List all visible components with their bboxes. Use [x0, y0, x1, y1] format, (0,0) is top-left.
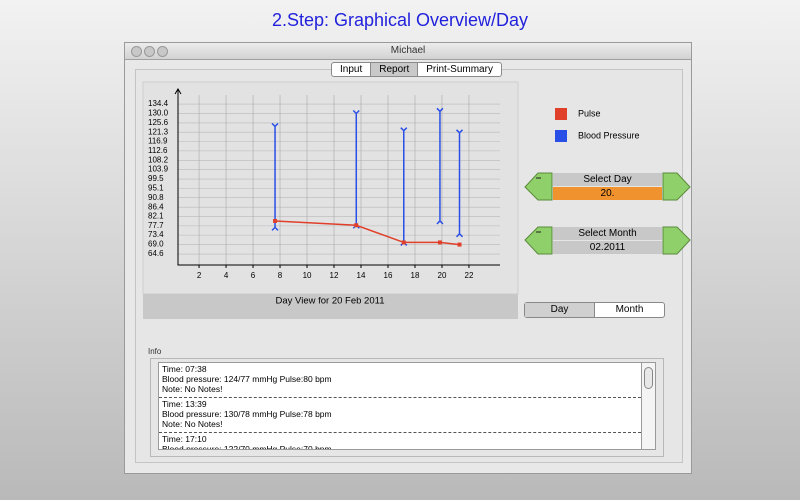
- info-label: Info: [148, 347, 162, 356]
- pulse-point: [457, 242, 462, 247]
- pressure-range: [455, 129, 464, 238]
- view-switch: Day Month: [524, 302, 665, 318]
- chart-caption: Day View for 20 Feb 2011: [276, 296, 385, 307]
- info-group: [150, 358, 664, 457]
- zoom-button[interactable]: [157, 46, 168, 57]
- close-button[interactable]: [131, 46, 142, 57]
- info-line: Time: 17:10: [162, 434, 207, 444]
- x-tick-label: 4: [224, 271, 229, 280]
- minimize-button[interactable]: [144, 46, 155, 57]
- scrollbar[interactable]: [641, 362, 656, 450]
- y-tick-label: 73.4: [148, 230, 164, 239]
- tab[interactable]: Print-Summary: [426, 64, 493, 75]
- next-day-button[interactable]: [662, 172, 691, 201]
- y-tick-label: 108.2: [148, 155, 169, 164]
- view-option[interactable]: Month: [615, 304, 644, 315]
- x-tick-label: 8: [278, 271, 283, 280]
- info-line: Blood pressure: 130/78 mmHg Pulse:78 bpm: [162, 409, 332, 419]
- y-tick-label: 95.1: [148, 184, 164, 193]
- day-arrows: [524, 172, 691, 255]
- prev-month-button[interactable]: [524, 226, 553, 255]
- tab[interactable]: Input: [332, 63, 372, 76]
- pulse-point: [437, 240, 442, 245]
- y-tick-label: 103.9: [148, 165, 169, 174]
- y-tick-label: 134.4: [148, 99, 169, 108]
- scroll-thumb[interactable]: [644, 367, 653, 389]
- month-label: Select Month: [553, 227, 662, 240]
- day-value: 20.: [553, 187, 662, 200]
- month-value: 02.2011: [553, 241, 662, 254]
- day-label: Select Day: [553, 173, 662, 186]
- info-line: Note: No Notes!: [162, 419, 223, 429]
- legend-swatch: [555, 130, 567, 142]
- info-line: Note: No Notes!: [162, 384, 223, 394]
- pulse-point: [354, 223, 359, 228]
- x-tick-label: 14: [357, 271, 366, 280]
- legend-label: Blood Pressure: [578, 130, 640, 140]
- pressure-range: [436, 107, 444, 225]
- y-tick-label: 64.6: [148, 249, 164, 258]
- info-line: Time: 07:38: [162, 364, 207, 374]
- x-tick-label: 16: [384, 271, 393, 280]
- y-tick-label: 82.1: [148, 212, 164, 221]
- chart-area: [142, 81, 519, 295]
- y-tick-label: 116.9: [148, 137, 168, 146]
- info-text: Time: 07:38 Blood pressure: 124/77 mmHg P…: [158, 362, 642, 450]
- y-tick-label: 69.0: [148, 240, 164, 249]
- title-bar: Michael: [125, 43, 691, 60]
- tab-bar: Input Report Print-Summary: [331, 62, 502, 77]
- legend-label: Pulse: [578, 108, 601, 118]
- x-tick-label: 6: [251, 271, 256, 280]
- pressure-range: [271, 122, 279, 231]
- x-tick-label: 22: [465, 271, 474, 280]
- info-entry: Time: 07:38 Blood pressure: 124/77 mmHg P…: [159, 363, 641, 398]
- x-tick-label: 12: [330, 271, 339, 280]
- y-tick-label: 86.4: [148, 202, 164, 211]
- day-selector: Select Day 20.: [525, 173, 690, 200]
- y-tick-label: 112.6: [148, 146, 168, 155]
- y-tick-label: 90.8: [148, 193, 164, 202]
- y-tick-label: 77.7: [148, 221, 164, 230]
- pulse-point: [273, 218, 278, 223]
- x-tick-label: 18: [411, 271, 420, 280]
- info-line: Time: 13:39: [162, 399, 207, 409]
- pulse-point: [401, 240, 406, 245]
- caption-bar: [143, 294, 518, 319]
- page-title: 2.Step: Graphical Overview/Day: [271, 10, 529, 30]
- axis-arrow: [174, 88, 182, 95]
- info-entry: Time: 13:39 Blood pressure: 130/78 mmHg P…: [159, 398, 641, 433]
- x-tick-label: 20: [438, 271, 447, 280]
- view-option[interactable]: Day: [525, 303, 595, 317]
- axes: [177, 90, 500, 266]
- prev-day-button[interactable]: [524, 172, 553, 201]
- legend-swatch: [555, 108, 567, 120]
- x-tick-label: 10: [303, 271, 312, 280]
- y-tick-label: 121.3: [148, 127, 169, 136]
- info-line: Blood pressure: 122/70 mmHg Pulse:70 bpm: [162, 444, 332, 450]
- info-entry: Time: 17:10 Blood pressure: 122/70 mmHg P…: [159, 433, 641, 450]
- x-tick-label: 2: [197, 271, 202, 280]
- y-tick-label: 99.5: [148, 174, 164, 183]
- info-line: Blood pressure: 124/77 mmHg Pulse:80 bpm: [162, 374, 332, 384]
- y-tick-label: 125.6: [148, 118, 169, 127]
- month-selector: Select Month 02.2011: [525, 227, 690, 254]
- next-month-button[interactable]: [662, 226, 691, 255]
- y-tick-label: 130.0: [148, 109, 169, 118]
- tab[interactable]: Report: [371, 63, 419, 76]
